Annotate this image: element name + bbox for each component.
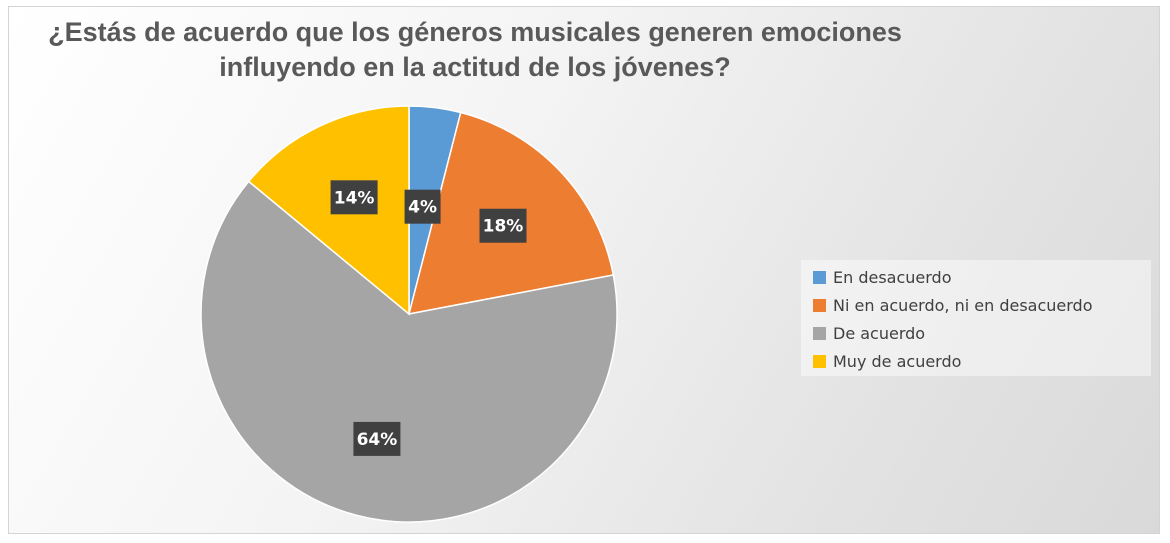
pie-chart: 4% 18% 64% 14% bbox=[200, 105, 618, 523]
pie-slice-de-acuerdo bbox=[200, 180, 618, 523]
data-label-muy-de-acuerdo: 14% bbox=[330, 180, 378, 215]
chart-area: ¿Estás de acuerdo que los géneros musica… bbox=[8, 6, 1160, 534]
legend-swatch-de-acuerdo bbox=[813, 326, 826, 340]
legend-label-muy-de-acuerdo: Muy de acuerdo bbox=[833, 351, 962, 371]
data-label-text-ni-en-acuerdo: 18% bbox=[483, 217, 524, 237]
data-label-de-acuerdo: 64% bbox=[353, 421, 401, 456]
chart-title-line-1: ¿Estás de acuerdo que los géneros musica… bbox=[48, 17, 902, 47]
chart-title-line-2: influyendo en la actitud de los jóvenes? bbox=[219, 52, 731, 82]
legend-item-en-desacuerdo: En desacuerdo bbox=[813, 263, 1151, 291]
data-label-ni-en-acuerdo: 18% bbox=[479, 208, 527, 243]
legend-item-muy-de-acuerdo: Muy de acuerdo bbox=[813, 347, 1151, 375]
data-label-en-desacuerdo: 4% bbox=[404, 189, 441, 224]
data-label-box-muy-de-acuerdo bbox=[330, 180, 378, 215]
chart-legend: En desacuerdo Ni en acuerdo, ni en desac… bbox=[801, 260, 1151, 376]
legend-label-en-desacuerdo: En desacuerdo bbox=[833, 267, 952, 287]
data-label-box-en-desacuerdo bbox=[404, 189, 441, 224]
pie-slice-muy-de-acuerdo bbox=[247, 105, 410, 316]
data-label-box-ni-en-acuerdo bbox=[479, 208, 527, 243]
legend-item-ni-en-acuerdo: Ni en acuerdo, ni en desacuerdo bbox=[813, 291, 1151, 319]
data-label-text-muy-de-acuerdo: 14% bbox=[334, 188, 375, 208]
legend-swatch-en-desacuerdo bbox=[813, 270, 826, 284]
legend-swatch-ni-en-acuerdo bbox=[813, 298, 826, 312]
legend-label-de-acuerdo: De acuerdo bbox=[833, 323, 926, 343]
chart-title: ¿Estás de acuerdo que los géneros musica… bbox=[9, 15, 1161, 85]
legend-label-ni-en-acuerdo: Ni en acuerdo, ni en desacuerdo bbox=[833, 295, 1093, 315]
legend-swatch-muy-de-acuerdo bbox=[813, 354, 826, 368]
legend-item-de-acuerdo: De acuerdo bbox=[813, 319, 1151, 347]
data-label-text-de-acuerdo: 64% bbox=[357, 430, 398, 450]
data-label-text-en-desacuerdo: 4% bbox=[408, 198, 437, 218]
data-label-box-de-acuerdo bbox=[353, 421, 401, 456]
